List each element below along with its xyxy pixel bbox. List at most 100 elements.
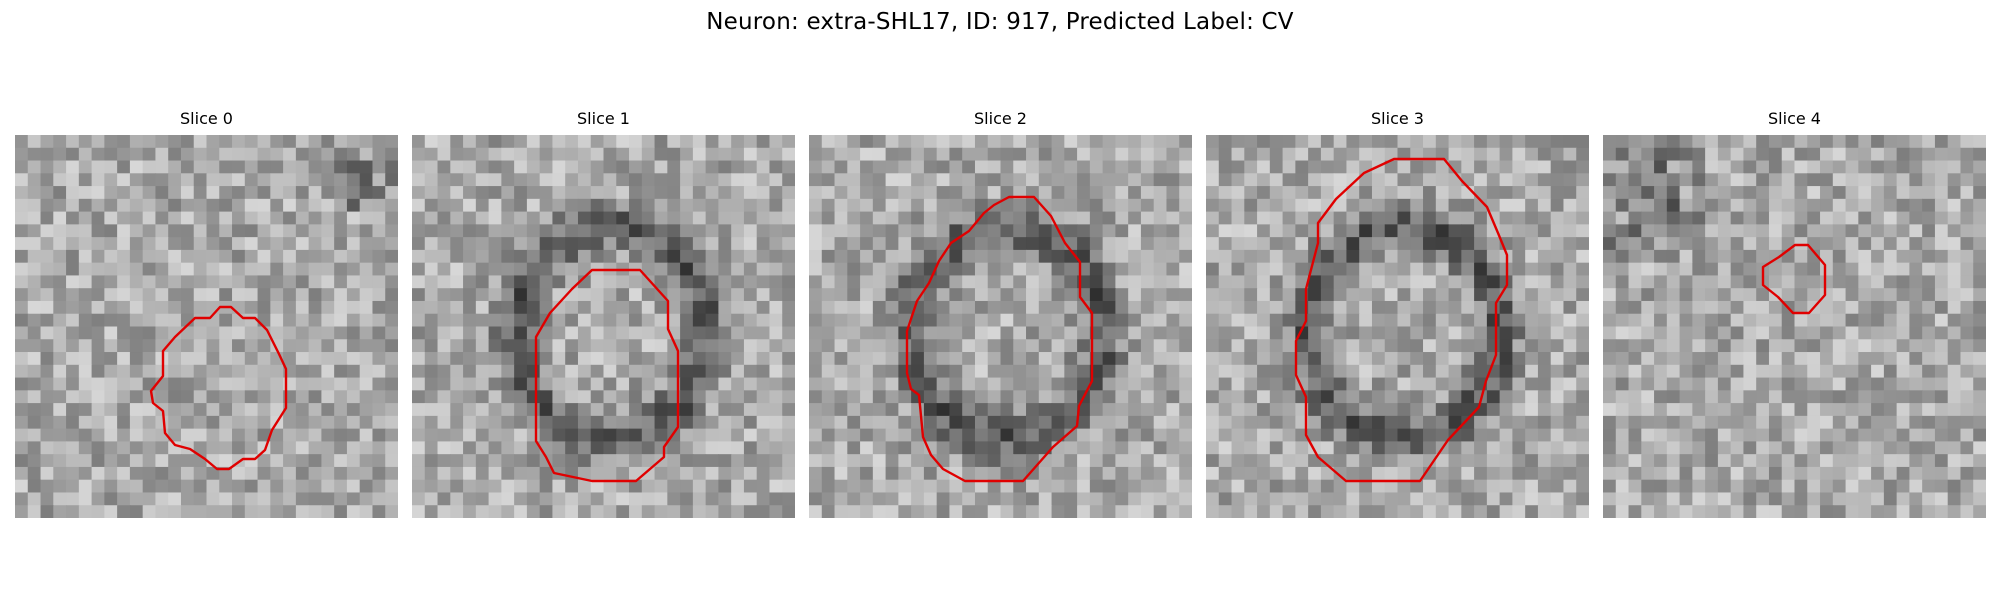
pixel-cell <box>1654 198 1668 213</box>
pixel-cell <box>257 275 271 289</box>
pixel-cell <box>1474 160 1488 174</box>
pixel-cell <box>385 224 398 238</box>
pixel-cell <box>1410 390 1424 404</box>
pixel-cell <box>1743 313 1757 328</box>
pixel-cell <box>1679 249 1693 264</box>
pixel-cell <box>412 173 426 187</box>
pixel-cell <box>1563 428 1577 442</box>
pixel-cell <box>743 173 758 187</box>
pixel-cell <box>731 352 745 366</box>
pixel-cell <box>1666 275 1681 289</box>
pixel-cell <box>1461 237 1475 251</box>
pixel-cell <box>590 135 605 149</box>
pixel-cell <box>514 415 528 430</box>
pixel-cell <box>680 300 694 315</box>
pixel-cell <box>1269 352 1284 366</box>
pixel-cell <box>295 403 310 417</box>
pixel-cell <box>1883 352 1898 366</box>
pixel-cell <box>53 173 67 187</box>
pixel-cell <box>1448 428 1462 442</box>
pixel-cell <box>692 160 707 174</box>
pixel-cell <box>1269 326 1284 340</box>
pixel-cell <box>1089 300 1104 315</box>
pixel-cell <box>590 313 605 328</box>
pixel-cell <box>1295 454 1309 468</box>
pixel-cell <box>424 441 439 455</box>
pixel-cell <box>488 364 502 379</box>
pixel-cell <box>834 492 848 506</box>
pixel-cell <box>1140 262 1155 277</box>
pixel-cell <box>15 160 29 174</box>
pixel-cell <box>180 339 195 353</box>
pixel-cell <box>1960 505 1974 518</box>
pixel-cell <box>270 275 284 289</box>
pixel-cell <box>1013 237 1027 251</box>
pixel-cell <box>872 428 887 442</box>
pixel-cell <box>1717 135 1732 149</box>
pixel-cell <box>1563 415 1577 430</box>
pixel-cell <box>860 364 874 379</box>
pixel-cell <box>1781 390 1796 404</box>
pixel-cell <box>1550 403 1565 417</box>
pixel-cell <box>705 288 719 302</box>
pixel-cell <box>1026 198 1040 213</box>
pixel-cell <box>821 428 836 442</box>
pixel-cell <box>53 313 67 328</box>
pixel-cell <box>1166 249 1180 264</box>
pixel-cell <box>53 224 67 238</box>
pixel-cell <box>974 479 989 494</box>
pixel-cell <box>743 237 758 251</box>
pixel-cell <box>1000 224 1014 238</box>
pixel-cell <box>1934 237 1949 251</box>
pixel-cell <box>1206 198 1220 213</box>
pixel-cell <box>1166 262 1180 277</box>
pixel-cell <box>552 147 566 162</box>
pixel-cell <box>1474 275 1488 289</box>
pixel-cell <box>117 288 131 302</box>
pixel-cell <box>1654 505 1668 518</box>
pixel-cell <box>270 377 284 391</box>
pixel-cell <box>1615 505 1630 518</box>
pixel-cell <box>1089 262 1104 277</box>
pixel-cell <box>1410 352 1424 366</box>
pixel-cell <box>1871 147 1885 162</box>
pixel-cell <box>1179 403 1192 417</box>
pixel-cell <box>1384 415 1399 430</box>
pixel-cell <box>974 262 989 277</box>
pixel-cell <box>872 249 887 264</box>
pixel-cell <box>283 326 297 340</box>
pixel-cell <box>834 326 848 340</box>
pixel-cell <box>577 454 592 468</box>
pixel-cell <box>1359 237 1373 251</box>
pixel-cell <box>15 198 29 213</box>
pixel-cell <box>1359 403 1373 417</box>
pixel-cell <box>424 211 439 225</box>
pixel-cell <box>1717 352 1732 366</box>
pixel-cell <box>1397 275 1411 289</box>
pixel-cell <box>641 492 656 506</box>
pixel-cell <box>1269 198 1284 213</box>
pixel-cell <box>1231 428 1245 442</box>
pixel-cell <box>27 454 42 468</box>
pixel-cell <box>1206 237 1220 251</box>
pixel-cell <box>743 441 758 455</box>
pixel-cell <box>232 390 246 404</box>
pixel-cell <box>782 492 795 506</box>
pixel-cell <box>1896 249 1910 264</box>
pixel-cell <box>1218 326 1233 340</box>
pixel-cell <box>180 300 195 315</box>
pixel-cell <box>898 339 912 353</box>
pixel-cell <box>1384 300 1399 315</box>
pixel-cell <box>1346 211 1360 225</box>
pixel-cell <box>769 313 783 328</box>
pixel-cell <box>1628 352 1642 366</box>
pixel-cell <box>270 441 284 455</box>
pixel-cell <box>1038 275 1053 289</box>
pixel-cell <box>321 262 335 277</box>
pixel-cell <box>1628 492 1642 506</box>
pixel-cell <box>385 211 398 225</box>
pixel-cell <box>809 441 823 455</box>
pixel-cell <box>283 135 297 149</box>
pixel-cell <box>1832 275 1847 289</box>
pixel-cell <box>308 288 322 302</box>
